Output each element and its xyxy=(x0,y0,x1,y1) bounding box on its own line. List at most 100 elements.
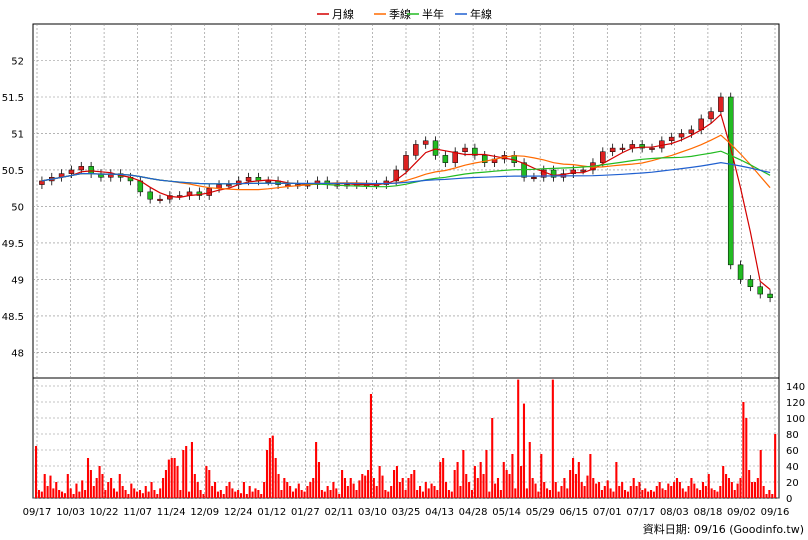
price-axis: 48 48.5 49 49.5 50 50.5 51 51.5 52 xyxy=(2,56,24,359)
volume-bar xyxy=(52,488,55,498)
volume-bar xyxy=(459,486,462,498)
legend-label-monthly: 月線 xyxy=(332,7,354,21)
volume-bar xyxy=(551,379,554,498)
x-tick-label: 09/16 xyxy=(761,507,790,518)
volume-bar xyxy=(407,478,410,498)
volume-bar xyxy=(130,483,133,498)
volume-bar xyxy=(421,491,424,498)
volume-bar xyxy=(37,490,40,498)
volume-bar xyxy=(167,459,170,498)
candle-body xyxy=(678,133,685,138)
volume-bar xyxy=(496,478,500,498)
price-tick-label: 49.5 xyxy=(2,239,24,250)
volume-bar xyxy=(675,478,679,498)
volume-bar xyxy=(641,490,644,498)
volume-bar xyxy=(592,478,595,498)
candle-body xyxy=(265,180,271,183)
volume-bar xyxy=(748,470,751,498)
x-tick-label: 07/01 xyxy=(593,507,622,518)
volume-bar xyxy=(742,402,745,498)
volume-bar xyxy=(343,478,347,498)
volume-bar xyxy=(430,483,433,498)
moving-average-lines xyxy=(41,113,771,290)
volume-tick-label: 0 xyxy=(786,494,792,505)
x-tick-label: 12/09 xyxy=(190,507,219,518)
price-tick-label: 51 xyxy=(11,129,24,140)
volume-bar xyxy=(473,466,476,498)
volume-bar xyxy=(433,486,436,498)
volume-bar xyxy=(335,488,338,498)
volume-bar xyxy=(60,491,64,498)
volume-bar xyxy=(372,478,375,498)
volume-bar xyxy=(121,486,124,498)
volume-bar xyxy=(133,488,136,498)
volume-bar xyxy=(427,488,430,498)
candle-body xyxy=(167,195,173,200)
volume-bar xyxy=(699,490,702,498)
legend-item-half-year: 半年 xyxy=(407,7,444,21)
volume-bar xyxy=(312,478,315,498)
volume-bar xyxy=(574,474,577,498)
volume-bar xyxy=(436,490,439,498)
volume-bar xyxy=(205,466,208,498)
volume-bar xyxy=(286,482,289,498)
volume-bar xyxy=(338,494,341,498)
volume-bar xyxy=(520,466,523,498)
volume-bar xyxy=(704,486,707,498)
candle-body xyxy=(68,169,75,174)
volume-bar xyxy=(722,466,725,498)
candle-body xyxy=(718,96,724,112)
volume-bar xyxy=(635,486,638,498)
legend: 月線 季線 半年 年線 xyxy=(317,7,492,21)
volume-bar xyxy=(491,418,494,498)
volume-bar xyxy=(725,474,728,498)
volume-bar xyxy=(265,450,269,498)
candle-body xyxy=(481,155,488,163)
volume-bar xyxy=(537,491,540,498)
x-tick-label: 06/15 xyxy=(559,507,588,518)
volume-bar xyxy=(595,483,598,498)
volume-bar xyxy=(621,482,624,498)
volume-bar xyxy=(522,403,526,498)
x-tick-label: 10/22 xyxy=(90,507,119,518)
volume-bar xyxy=(528,442,531,498)
x-tick-label: 04/28 xyxy=(459,507,488,518)
volume-bar xyxy=(450,491,453,498)
volume-bar xyxy=(291,491,295,498)
volume-bar xyxy=(390,486,393,498)
volume-bar xyxy=(173,458,176,498)
volume-bar xyxy=(141,493,144,498)
volume-bar xyxy=(540,454,543,498)
candle-body xyxy=(649,147,655,150)
legend-item-monthly: 月線 xyxy=(317,7,354,21)
legend-label-half-year: 半年 xyxy=(422,7,444,21)
price-tick-label: 50 xyxy=(11,202,24,213)
volume-bar xyxy=(283,478,286,498)
volume-bar xyxy=(546,488,549,498)
volume-bar xyxy=(719,486,722,498)
volume-bar xyxy=(92,486,95,498)
volume-bar xyxy=(355,490,358,498)
candle-body xyxy=(442,155,449,163)
volume-bar xyxy=(84,490,87,498)
volume-bar xyxy=(678,482,681,498)
volume-bar xyxy=(753,482,756,498)
volume-bar xyxy=(364,475,367,498)
volume-bar xyxy=(765,494,768,498)
x-tick-label: 09/02 xyxy=(727,507,756,518)
volume-bar xyxy=(72,494,75,498)
volume-bar xyxy=(476,478,479,498)
volume-bar xyxy=(231,488,234,498)
x-tick-label: 04/13 xyxy=(425,507,454,518)
volume-bar xyxy=(499,490,502,498)
x-tick-label: 11/07 xyxy=(123,507,152,518)
volume-bar xyxy=(101,474,104,498)
volume-bar xyxy=(367,470,370,498)
candle-body xyxy=(78,166,85,171)
volume-bar xyxy=(349,478,352,498)
volume-bar xyxy=(439,462,442,498)
volume-bar xyxy=(329,490,332,498)
volume-bar xyxy=(317,462,321,498)
volume-bar xyxy=(583,486,586,498)
volume-tick-label: 120 xyxy=(786,398,805,409)
